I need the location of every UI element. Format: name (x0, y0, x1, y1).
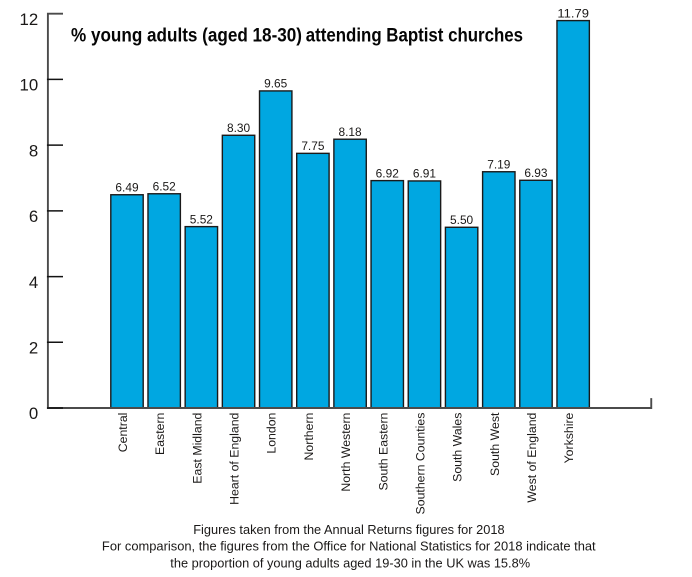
svg-text:10: 10 (20, 76, 39, 95)
svg-text:5.52: 5.52 (190, 212, 214, 226)
svg-text:South West: South West (488, 412, 502, 476)
svg-text:8.18: 8.18 (339, 125, 363, 139)
svg-text:Figures taken from the Annual: Figures taken from the Annual Returns fi… (193, 522, 504, 537)
svg-text:0: 0 (29, 404, 38, 423)
svg-text:Southern Counties: Southern Counties (413, 413, 427, 515)
svg-text:7.19: 7.19 (487, 157, 511, 171)
svg-text:6.52: 6.52 (153, 179, 177, 193)
svg-text:8.30: 8.30 (227, 121, 251, 135)
svg-text:6.91: 6.91 (413, 167, 437, 181)
svg-text:South Wales: South Wales (451, 413, 465, 482)
svg-text:London: London (265, 412, 279, 453)
svg-text:attending Baptist churches: attending Baptist churches (306, 24, 523, 46)
svg-text:6.92: 6.92 (376, 166, 400, 180)
svg-text:Northern: Northern (302, 412, 316, 460)
svg-text:For comparison, the figures fr: For comparison, the figures from the Off… (102, 539, 596, 554)
svg-text:Yorkshire: Yorkshire (562, 412, 576, 463)
svg-text:7.75: 7.75 (301, 139, 325, 153)
svg-text:4: 4 (29, 273, 38, 292)
svg-text:2: 2 (29, 338, 38, 357)
svg-text:Heart of England: Heart of England (228, 412, 242, 504)
svg-text:12: 12 (20, 10, 39, 29)
svg-text:11.79: 11.79 (557, 6, 589, 20)
svg-text:8: 8 (29, 141, 38, 160)
svg-text:6.49: 6.49 (115, 180, 139, 194)
svg-text:6.93: 6.93 (524, 166, 548, 180)
svg-text:5.50: 5.50 (450, 213, 474, 227)
svg-text:West of England: West of England (525, 412, 539, 502)
svg-text:6: 6 (29, 207, 38, 226)
svg-text:North Western: North Western (339, 412, 353, 491)
svg-text:Eastern: Eastern (153, 412, 167, 455)
svg-text:East Midland: East Midland (190, 412, 204, 483)
svg-text:Central: Central (116, 413, 130, 453)
svg-text:South Eastern: South Eastern (376, 412, 390, 490)
svg-text:the proportion of young adults: the proportion of young adults aged 19-3… (170, 556, 530, 571)
svg-text:9.65: 9.65 (264, 77, 288, 91)
svg-text:% young adults (aged 18-30): % young adults (aged 18-30) (71, 24, 302, 46)
